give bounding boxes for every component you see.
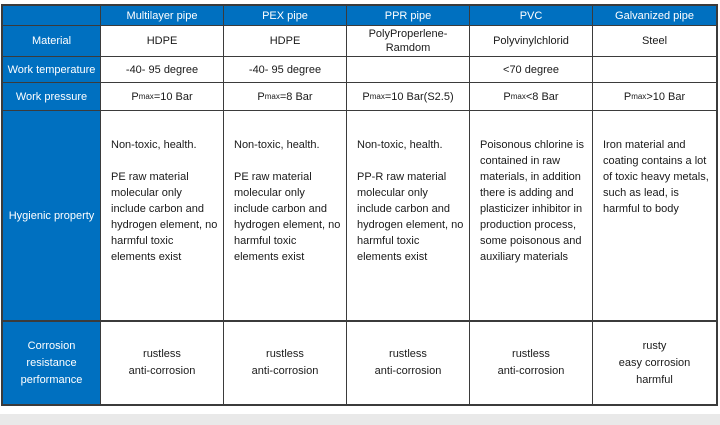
- work-temperature-cell-pvc: <70 degree: [470, 57, 593, 83]
- corrosion-cell-ppr: rustless anti-corrosion: [347, 322, 470, 404]
- work-temperature-cell-pex: -40- 95 degree: [224, 57, 347, 83]
- hygienic-cell-galvanized: Iron material and coating contains a lot…: [593, 111, 716, 322]
- corrosion-cell-galvanized: rusty easy corrosion harmful: [618, 339, 691, 386]
- row-label-work-pressure: Work pressure: [3, 83, 101, 111]
- column-header-multilayer-pipe: Multilayer pipe: [101, 6, 224, 26]
- work-temperature-cell-galvanized: [593, 57, 716, 83]
- corrosion-cell-pvc: rustless anti-corrosion: [470, 322, 593, 404]
- hygienic-cell-multilayer: Non-toxic, health. PE raw material molec…: [101, 111, 224, 322]
- material-cell-pvc: Polyvinylchlorid: [470, 26, 593, 57]
- pressure-subscript: max: [369, 91, 385, 101]
- material-cell-galvanized: Steel: [593, 26, 716, 57]
- pressure-symbol: P: [257, 90, 265, 103]
- pressure-subscript: max: [138, 91, 154, 101]
- pressure-subscript: max: [631, 91, 647, 101]
- material-cell-pex: HDPE: [224, 26, 347, 57]
- column-header-pex-pipe: PEX pipe: [224, 6, 347, 26]
- material-cell-ppr: PolyProperlene- Ramdom: [347, 26, 470, 57]
- row-label-corrosion-resistance: Corrosion resistance performance: [3, 322, 101, 404]
- pressure-value: =10 Bar: [153, 90, 193, 103]
- pressure-value: =10 Bar(S2.5): [384, 90, 454, 103]
- pipe-comparison-table: Multilayer pipe PEX pipe PPR pipe PVC Ga…: [1, 4, 718, 406]
- work-temperature-cell-ppr: [347, 57, 470, 83]
- corrosion-cell-pex: rustless anti-corrosion: [224, 322, 347, 404]
- pressure-subscript: max: [510, 91, 526, 101]
- pressure-subscript: max: [264, 91, 280, 101]
- corner-header-cell: [3, 6, 101, 26]
- hygienic-cell-pvc: Poisonous chlorine is contained in raw m…: [470, 111, 593, 322]
- material-cell-multilayer: HDPE: [101, 26, 224, 57]
- pressure-value: >10 Bar: [646, 90, 686, 103]
- pressure-value: <8 Bar: [525, 90, 559, 103]
- pressure-value: =8 Bar: [279, 90, 313, 103]
- column-header-pvc: PVC: [470, 6, 593, 26]
- pressure-symbol: P: [362, 90, 370, 103]
- pressure-symbol: P: [623, 90, 632, 103]
- bottom-scrollbar-track: [0, 414, 720, 425]
- column-header-ppr-pipe: PPR pipe: [347, 6, 470, 26]
- hygienic-cell-ppr: Non-toxic, health. PP-R raw material mol…: [347, 111, 470, 322]
- hygienic-cell-pex: Non-toxic, health. PE raw material molec…: [224, 111, 347, 322]
- row-label-work-temperature: Work temperature: [3, 57, 101, 83]
- pressure-symbol: P: [131, 90, 139, 103]
- work-temperature-cell-multilayer: -40- 95 degree: [101, 57, 224, 83]
- row-label-hygienic-property: Hygienic property: [3, 111, 101, 322]
- corrosion-cell-multilayer: rustless anti-corrosion: [101, 322, 224, 404]
- pressure-symbol: P: [503, 90, 511, 103]
- row-label-material: Material: [3, 26, 101, 57]
- column-header-galvanized-pipe: Galvanized pipe: [593, 6, 716, 26]
